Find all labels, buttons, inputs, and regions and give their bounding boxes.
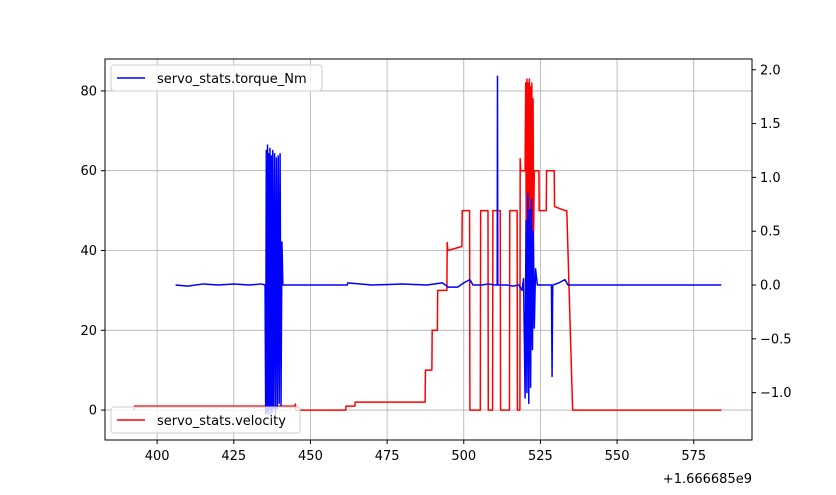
x-tick-label: 425	[221, 449, 246, 464]
right-y-tick-label: −0.5	[760, 332, 792, 347]
right-y-axis: −1.0 −0.5 0.0 0.5 1.0 1.5 2.0	[752, 63, 792, 401]
x-tick-label: 575	[681, 449, 706, 464]
x-tick-label: 450	[298, 449, 323, 464]
x-tick-label: 500	[451, 449, 476, 464]
legend-torque-label: servo_stats.torque_Nm	[157, 72, 307, 87]
left-y-tick-label: 0	[89, 404, 97, 419]
right-y-tick-label: 0.0	[760, 279, 781, 294]
left-y-tick-label: 60	[80, 164, 97, 179]
legend-velocity-box	[110, 406, 301, 434]
x-tick-label: 475	[375, 449, 400, 464]
right-y-tick-label: 2.0	[760, 63, 781, 78]
axes-frame	[104, 58, 753, 441]
left-y-tick-label: 80	[80, 84, 97, 99]
x-axis: 400 425 450 475 500 525 550 575	[145, 440, 706, 464]
plot-area	[133, 75, 722, 415]
x-offset-label: +1.666685e9	[663, 472, 752, 487]
right-y-tick-label: 1.0	[760, 171, 781, 186]
velocity-series-line	[133, 78, 722, 411]
right-y-tick-label: 1.5	[760, 117, 781, 132]
legend-velocity-label: servo_stats.velocity	[157, 414, 286, 429]
torque-series-line	[175, 75, 722, 415]
legend-torque-box	[110, 64, 323, 92]
left-y-axis: 0 20 40 60 80	[80, 84, 105, 419]
x-tick-label: 550	[605, 449, 630, 464]
x-tick-label: 525	[528, 449, 553, 464]
right-y-tick-label: −1.0	[760, 386, 792, 401]
left-y-tick-label: 20	[80, 324, 97, 339]
x-tick-label: 400	[145, 449, 170, 464]
legend-velocity: servo_stats.velocity	[110, 406, 301, 434]
legend-torque: servo_stats.torque_Nm	[110, 64, 323, 92]
right-y-tick-label: 0.5	[760, 225, 781, 240]
left-y-tick-label: 40	[80, 244, 97, 259]
